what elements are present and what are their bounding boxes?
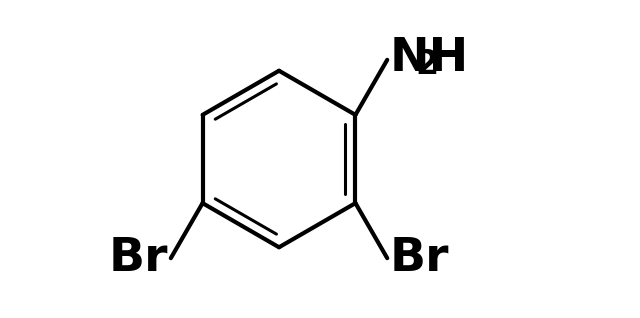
Text: NH: NH [390,36,469,81]
Text: Br: Br [109,236,168,281]
Text: Br: Br [390,236,449,281]
Text: 2: 2 [415,48,439,81]
